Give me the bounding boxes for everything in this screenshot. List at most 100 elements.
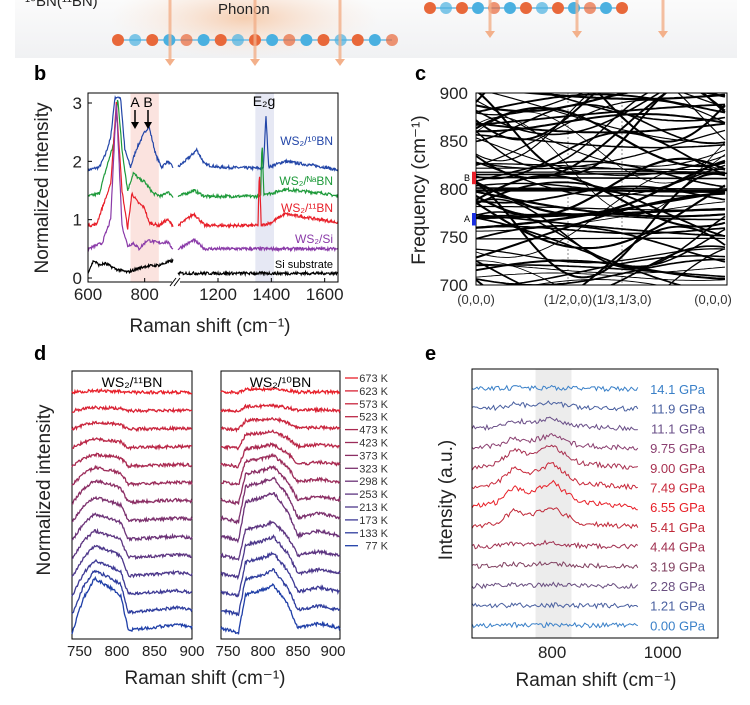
- atom-bead: [318, 34, 330, 46]
- x-tick-label: 1200: [199, 285, 237, 304]
- y-tick-label: 850: [440, 132, 468, 151]
- panel-letter-c: c: [415, 63, 426, 85]
- panel-b: WS₂/¹⁰BN WS₂/ᴺᵃBN WS₂/¹¹BN WS₂/Si Si substra…: [32, 93, 344, 337]
- x-tick-label: 750: [215, 643, 240, 660]
- mode-marker-label: A: [464, 214, 470, 224]
- atom-bead: [232, 34, 244, 46]
- k-point-label: (0,0,0): [694, 292, 732, 307]
- atom-bead: [386, 34, 398, 46]
- pressure-label: 3.19 GPa: [650, 559, 706, 574]
- atom-bead: [472, 2, 484, 14]
- series-label: WS₂/¹¹BN: [281, 201, 333, 215]
- atom-bead: [600, 2, 612, 14]
- x-tick-label: 800: [250, 643, 275, 660]
- series-label: Si substrate: [275, 259, 333, 271]
- y-tick-label: 2: [73, 152, 82, 171]
- atom-bead: [424, 2, 436, 14]
- legend-label: 77 K: [365, 541, 388, 553]
- k-point-label: (1/3,1/3,0): [592, 292, 651, 307]
- panel-letter-d: d: [34, 343, 46, 365]
- atom-bead: [584, 2, 596, 14]
- subplot-title: WS₂/¹⁰BN: [250, 374, 312, 390]
- legend-label: 423 K: [359, 438, 388, 450]
- pressure-label: 11.9 GPa: [651, 402, 706, 417]
- atom-bead: [198, 34, 210, 46]
- y-axis-title: Normalized intensity: [32, 102, 53, 274]
- pressure-label: 9.75 GPa: [650, 441, 706, 456]
- legend-label: 523 K: [359, 412, 388, 424]
- legend-label: 133 K: [359, 528, 388, 540]
- atom-bead: [129, 34, 141, 46]
- x-tick-label: 800: [538, 643, 566, 662]
- legend-label: 173 K: [359, 515, 388, 527]
- y-axis-title: Frequency (cm⁻¹): [409, 115, 430, 264]
- pressure-label: 4.44 GPa: [650, 540, 706, 555]
- atom-bead: [266, 34, 278, 46]
- legend-label: 253 K: [359, 489, 388, 501]
- pressure-label: 9.00 GPa: [650, 461, 706, 476]
- phonon-arrow-head: [250, 59, 260, 66]
- atom-bead: [520, 2, 532, 14]
- shaded-region: [536, 369, 572, 638]
- atom-bead: [181, 34, 193, 46]
- phonon-band: [476, 172, 725, 173]
- atom-bead: [215, 34, 227, 46]
- x-tick-label: 800: [104, 643, 129, 660]
- atom-bead: [536, 2, 548, 14]
- pressure-label: 1.21 GPa: [650, 599, 706, 614]
- y-tick-label: 800: [440, 180, 468, 199]
- atom-bead: [456, 2, 468, 14]
- y-axis-title: Intensity (a.u.): [436, 440, 457, 560]
- legend-label: 213 K: [359, 502, 388, 514]
- x-tick-label: 850: [142, 643, 167, 660]
- peak-label-e2g: E₂g: [253, 93, 276, 109]
- panel-letter-b: b: [34, 63, 46, 85]
- peak-label: A: [130, 94, 140, 110]
- y-tick-label: 3: [73, 94, 82, 113]
- atom-bead: [352, 34, 364, 46]
- x-axis-title: Raman shift (cm⁻¹): [130, 316, 291, 337]
- y-tick-label: 1: [73, 211, 82, 230]
- atom-bead: [146, 34, 158, 46]
- atom-bead: [504, 2, 516, 14]
- x-tick-label: 1600: [306, 285, 344, 304]
- peak-label: B: [143, 94, 152, 110]
- phonon-band: [476, 168, 725, 170]
- flat-phonon-band: [476, 177, 727, 178]
- series-label: WS₂/¹⁰BN: [280, 134, 333, 148]
- atom-bead: [369, 34, 381, 46]
- x-tick-label: 900: [179, 643, 204, 660]
- series-label: WS₂/Si: [295, 232, 333, 246]
- atom-bead: [552, 2, 564, 14]
- phonon-band: [476, 81, 725, 121]
- subplot-title: WS₂/¹¹BN: [102, 374, 163, 390]
- series-label: WS₂/ᴺᵃBN: [279, 174, 333, 188]
- x-axis-title: Raman shift (cm⁻¹): [125, 668, 286, 689]
- pressure-label: 11.1 GPa: [651, 421, 706, 436]
- legend-label: 298 K: [359, 476, 388, 488]
- y-axis-title: Normalized intensity: [34, 404, 55, 576]
- atom-bead: [300, 34, 312, 46]
- legend-label: 323 K: [359, 463, 388, 475]
- phonon-arrow-head: [165, 59, 175, 66]
- pressure-label: 2.28 GPa: [650, 579, 706, 594]
- x-tick-label: 1400: [252, 285, 290, 304]
- pressure-label: 7.49 GPa: [650, 481, 706, 496]
- atom-bead: [112, 34, 124, 46]
- x-tick-label: 800: [130, 285, 158, 304]
- schematic-strip: ¹⁰BN(¹¹BN) Phonon: [15, 0, 737, 66]
- panel-c: BA700750800850900(0,0,0)(1/2,0,0)(1/3,1/…: [409, 57, 732, 345]
- atom-bead: [616, 2, 628, 14]
- y-tick-label: 750: [440, 228, 468, 247]
- x-tick-label: 850: [285, 643, 310, 660]
- pressure-label: 5.41 GPa: [650, 520, 706, 535]
- legend-label: 573 K: [359, 399, 388, 411]
- x-tick-label: 750: [67, 643, 92, 660]
- legend-label: 673 K: [359, 373, 388, 385]
- y-tick-label: 0: [73, 269, 82, 288]
- mode-marker: [472, 172, 476, 184]
- x-tick-label: 1000: [644, 643, 682, 662]
